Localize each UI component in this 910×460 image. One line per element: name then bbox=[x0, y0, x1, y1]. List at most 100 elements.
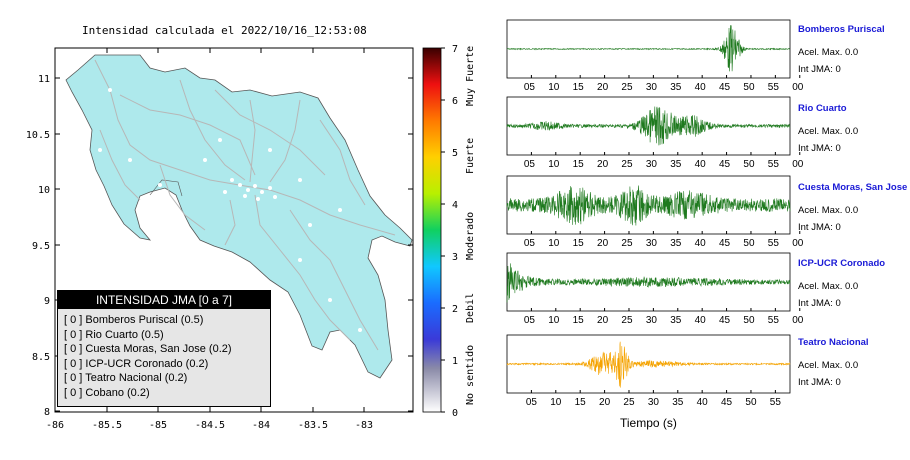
lat-tick-label: 8 bbox=[44, 407, 50, 418]
colorbar-tick-label: 5 bbox=[452, 148, 458, 159]
colorbar-tick-label: 6 bbox=[452, 96, 458, 107]
lon-tick-label: -83.5 bbox=[298, 420, 328, 431]
waveform-traces: 05 10 15 20 25 30 35 40 45 50 55 00 05 10 15 20 25 30 35 40… bbox=[506, 19, 804, 408]
lat-tick-label: 9 bbox=[44, 296, 50, 307]
lat-tick-label: 10 bbox=[38, 185, 50, 196]
road-network bbox=[94, 59, 396, 351]
station-name: Bomberos Puriscal bbox=[798, 24, 885, 35]
time-tick-label: 30 bbox=[646, 315, 658, 326]
time-tick-label: 25 bbox=[621, 82, 633, 93]
time-tick-label: 55 bbox=[768, 159, 780, 170]
time-tick-label: 15 bbox=[575, 397, 587, 408]
legend-item: [ 0 ] Rio Cuarto (0.5) bbox=[64, 328, 164, 341]
int-jma: Int JMA: 0 bbox=[798, 143, 841, 154]
colorbar-gradient bbox=[422, 47, 442, 413]
time-tick-label: 55 bbox=[768, 315, 780, 326]
time-tick-label: 25 bbox=[621, 315, 633, 326]
lon-tick-label: -86 bbox=[46, 420, 64, 431]
time-tick-label: 30 bbox=[646, 159, 658, 170]
lon-tick-label: -85.5 bbox=[92, 420, 122, 431]
time-tick-label: 00 bbox=[792, 159, 804, 170]
trace-info-2: Cuesta Moras, San Jose Acel. Max. 0.0 In… bbox=[798, 182, 910, 233]
intensity-colorbar: 0 1 2 3 4 5 6 7 No sentido Debil Moderado Fuert… bbox=[422, 44, 476, 419]
colorbar-tick-label: 3 bbox=[452, 252, 458, 263]
lat-tick-label: 9.5 bbox=[32, 241, 50, 252]
acel-max: Acel. Max. 0.0 bbox=[798, 360, 859, 371]
colorbar-label-no-sentido: No sentido bbox=[465, 345, 476, 405]
legend-item: [ 0 ] ICP-UCR Coronado (0.2) bbox=[64, 357, 209, 370]
legend-list: [ 0 ] Bomberos Puriscal (0.5) [ 0 ] Rio … bbox=[64, 313, 270, 400]
time-tick-label: 05 bbox=[524, 315, 536, 326]
time-tick-label: 50 bbox=[743, 82, 755, 93]
time-tick-label: 05 bbox=[524, 238, 536, 249]
time-tick-label: 40 bbox=[695, 159, 707, 170]
time-tick-label: 10 bbox=[548, 159, 560, 170]
colorbar-label-fuerte: Fuerte bbox=[465, 138, 476, 174]
seismogram-line bbox=[506, 341, 791, 388]
time-tick-label: 10 bbox=[550, 397, 562, 408]
lat-tick-label: 8.5 bbox=[32, 352, 50, 363]
time-tick-label: 15 bbox=[573, 315, 585, 326]
acel-max: Acel. Max. 0.0 bbox=[798, 205, 859, 216]
lat-tick-label: 11 bbox=[38, 74, 50, 85]
time-tick-label: 00 bbox=[792, 238, 804, 249]
time-tick-label: 45 bbox=[719, 82, 731, 93]
map-title: Intensidad calculada el 2022/10/16_12:53… bbox=[82, 24, 367, 37]
time-tick-label: 25 bbox=[621, 159, 633, 170]
time-tick-label: 20 bbox=[599, 397, 611, 408]
time-tick-label: 50 bbox=[743, 238, 755, 249]
time-tick-label: 10 bbox=[548, 315, 560, 326]
longitude-axis: -86 -85.5 -85 -84.5 -84 -83.5 -83 bbox=[46, 48, 373, 431]
seismogram-line bbox=[506, 263, 791, 303]
time-tick-label: 50 bbox=[745, 397, 757, 408]
town-markers bbox=[98, 88, 362, 332]
time-tick-label: 35 bbox=[670, 159, 682, 170]
station-name: Cuesta Moras, San Jose bbox=[798, 182, 908, 193]
legend-title: INTENSIDAD JMA [0 a 7] bbox=[58, 291, 270, 309]
time-tick-label: 55 bbox=[768, 82, 780, 93]
time-tick-label: 20 bbox=[597, 315, 609, 326]
lon-tick-label: -84 bbox=[252, 420, 270, 431]
time-tick-label: 00 bbox=[792, 315, 804, 326]
station-name: ICP-UCR Coronado bbox=[798, 258, 886, 269]
trace-info-1: Rio Cuarto Acel. Max. 0.0 Int JMA: 0 bbox=[798, 103, 858, 154]
time-tick-label: 55 bbox=[768, 238, 780, 249]
time-tick-label: 45 bbox=[719, 238, 731, 249]
time-tick-label: 00 bbox=[792, 82, 804, 93]
intensity-legend: INTENSIDAD JMA [0 a 7] [ 0 ] Bomberos Pu… bbox=[57, 290, 271, 407]
time-tick-label: 05 bbox=[524, 159, 536, 170]
acel-max: Acel. Max. 0.0 bbox=[798, 281, 859, 292]
int-jma: Int JMA: 0 bbox=[798, 377, 841, 388]
time-tick-label: 10 bbox=[548, 238, 560, 249]
time-tick-label: 15 bbox=[573, 238, 585, 249]
colorbar-ticks: 0 1 2 3 4 5 6 7 bbox=[441, 44, 458, 419]
time-tick-label: 05 bbox=[524, 82, 536, 93]
time-tick-label: 10 bbox=[548, 82, 560, 93]
time-tick-label: 40 bbox=[697, 397, 709, 408]
time-tick-label: 30 bbox=[648, 397, 660, 408]
colorbar-label-muy-fuerte: Muy Fuerte bbox=[465, 46, 476, 106]
time-tick-label: 40 bbox=[695, 315, 707, 326]
colorbar-tick-label: 4 bbox=[452, 200, 458, 211]
lon-tick-label: -83 bbox=[355, 420, 373, 431]
int-jma: Int JMA: 0 bbox=[798, 298, 841, 309]
colorbar-tick-label: 2 bbox=[452, 304, 458, 315]
time-tick-label: 35 bbox=[670, 315, 682, 326]
trace-info-3: ICP-UCR Coronado Acel. Max. 0.0 Int JMA:… bbox=[798, 258, 885, 309]
lon-tick-label: -84.5 bbox=[195, 420, 225, 431]
station-name: Teatro Nacional bbox=[798, 337, 869, 348]
seismogram-line bbox=[506, 106, 791, 146]
legend-item: [ 0 ] Cobano (0.2) bbox=[64, 386, 150, 399]
time-axis-label: Tiempo (s) bbox=[620, 416, 677, 430]
time-tick-label: 30 bbox=[646, 238, 658, 249]
time-tick-label: 30 bbox=[646, 82, 658, 93]
legend-item: [ 0 ] Bomberos Puriscal (0.5) bbox=[64, 314, 204, 326]
time-tick-label: 45 bbox=[719, 159, 731, 170]
time-tick-label: 35 bbox=[670, 238, 682, 249]
time-tick-label: 50 bbox=[743, 159, 755, 170]
seismogram-line bbox=[506, 185, 791, 226]
colorbar-tick-label: 1 bbox=[452, 356, 458, 367]
time-tick-label: 05 bbox=[526, 397, 538, 408]
time-tick-label: 50 bbox=[743, 315, 755, 326]
time-tick-label: 45 bbox=[719, 315, 731, 326]
